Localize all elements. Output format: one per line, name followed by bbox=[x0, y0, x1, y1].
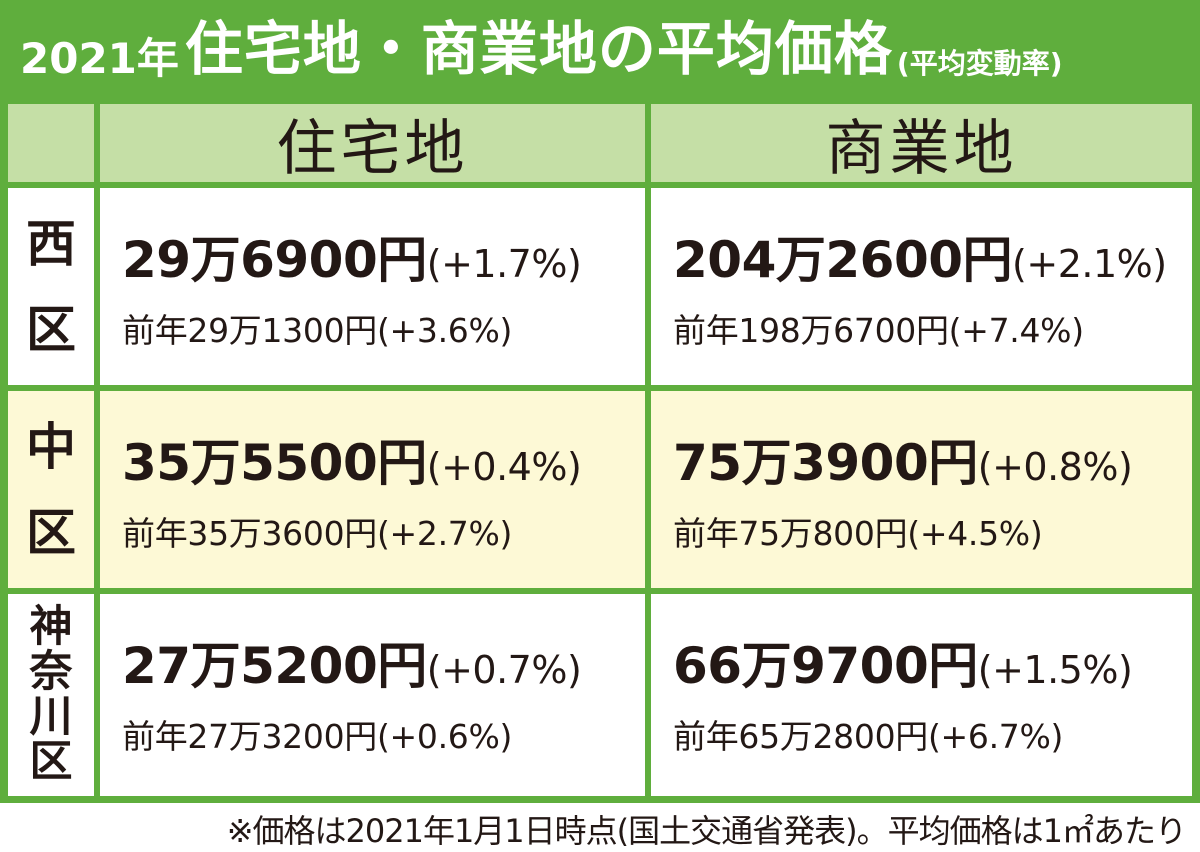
change-rate: (+0.4%) bbox=[426, 445, 582, 489]
price: 29万6900円 bbox=[122, 231, 427, 289]
price: 75万3900円 bbox=[673, 434, 978, 492]
price: 35万5500円 bbox=[122, 434, 427, 492]
cell-kanagawa-residential: 27万5200円(+0.7%) 前年27万3200円(+0.6%) bbox=[100, 594, 645, 796]
ward-char: 区 bbox=[26, 300, 76, 359]
corner-cell bbox=[8, 104, 94, 182]
row-header-naka: 中区 bbox=[8, 391, 94, 588]
cell-naka-commercial: 75万3900円(+0.8%) 前年75万800円(+4.5%) bbox=[651, 391, 1192, 588]
change-rate: (+2.1%) bbox=[1012, 242, 1167, 286]
previous-year: 前年27万3200円(+0.6%) bbox=[122, 717, 513, 756]
ward-char: 区 bbox=[26, 503, 76, 562]
cell-nishi-residential: 29万6900円(+1.7%) 前年29万1300円(+3.6%) bbox=[100, 188, 645, 385]
previous-year: 前年29万1300円(+3.6%) bbox=[122, 311, 513, 350]
previous-year: 前年198万6700円(+7.4%) bbox=[673, 311, 1084, 350]
previous-year: 前年35万3600円(+2.7%) bbox=[122, 514, 513, 553]
page-title: 2021年 住宅地・商業地の平均価格 (平均変動率) bbox=[0, 0, 1200, 100]
change-rate: (+1.7%) bbox=[426, 242, 582, 286]
cell-nishi-commercial: 204万2600円(+2.1%) 前年198万6700円(+7.4%) bbox=[651, 188, 1192, 385]
ward-char: 中 bbox=[26, 417, 76, 476]
previous-year: 前年75万800円(+4.5%) bbox=[673, 514, 1043, 553]
title-year: 2021年 bbox=[20, 34, 179, 83]
price: 66万9700円 bbox=[673, 637, 978, 695]
column-header-commercial: 商業地 bbox=[651, 104, 1192, 184]
price: 204万2600円 bbox=[673, 231, 1013, 289]
change-rate: (+0.7%) bbox=[426, 648, 582, 692]
ward-char: 川 bbox=[29, 692, 73, 742]
footnote: ※価格は2021年1月1日時点(国土交通省発表)。平均価格は1㎡あたり bbox=[226, 812, 1187, 850]
title-main: 住宅地・商業地の平均価格 bbox=[184, 15, 893, 83]
cell-naka-residential: 35万5500円(+0.4%) 前年35万3600円(+2.7%) bbox=[100, 391, 645, 588]
ward-char: 西 bbox=[26, 214, 76, 273]
ward-char: 奈 bbox=[29, 647, 73, 697]
title-sub: (平均変動率) bbox=[896, 47, 1063, 80]
ward-char: 区 bbox=[29, 737, 73, 787]
price: 27万5200円 bbox=[122, 637, 427, 695]
column-header-residential: 住宅地 bbox=[100, 104, 645, 184]
row-header-nishi: 西区 bbox=[8, 188, 94, 385]
previous-year: 前年65万2800円(+6.7%) bbox=[673, 717, 1064, 756]
cell-kanagawa-commercial: 66万9700円(+1.5%) 前年65万2800円(+6.7%) bbox=[651, 594, 1192, 796]
change-rate: (+1.5%) bbox=[977, 648, 1133, 692]
row-header-kanagawa: 神奈川区 bbox=[8, 594, 94, 796]
change-rate: (+0.8%) bbox=[977, 445, 1133, 489]
ward-char: 神 bbox=[29, 602, 73, 652]
